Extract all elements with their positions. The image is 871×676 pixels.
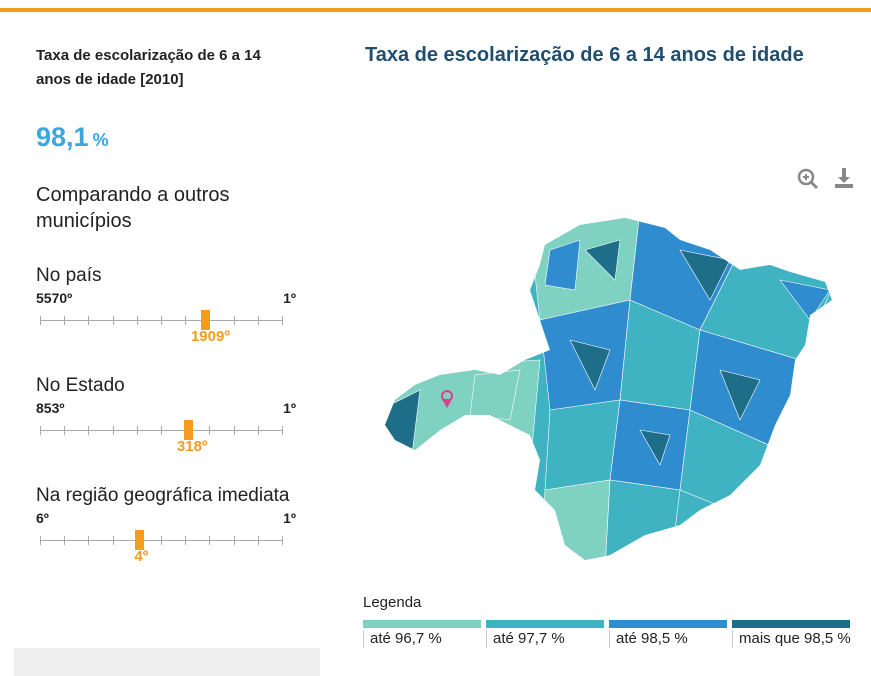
track-tick — [185, 536, 187, 545]
range-min: 6º — [36, 510, 49, 526]
track-tick — [209, 316, 211, 325]
track-tick — [209, 426, 211, 435]
state-map — [385, 218, 832, 560]
ranking-range: 5570º 1º — [36, 290, 296, 306]
indicator-title: Taxa de escolarização de 6 a 14 anos de … — [36, 47, 261, 88]
map-tools — [797, 168, 853, 190]
track-tick — [40, 536, 41, 545]
ranking-position: 1909º — [190, 328, 230, 345]
ranking: No país 5570º 1º 1909º — [36, 264, 296, 346]
ranking-track: 1909º — [36, 306, 296, 346]
legend-label: até 96,7 % — [363, 630, 488, 648]
legend-item: até 97,7 % — [486, 620, 604, 648]
track-tick — [112, 536, 114, 545]
map-title: Taxa de escolarização de 6 a 14 anos de … — [365, 44, 804, 66]
track-tick — [233, 536, 235, 545]
legend-item: até 96,7 % — [363, 620, 481, 648]
ranking: Na região geográfica imediata 6º 1º 4º — [36, 484, 296, 566]
legend-label: até 97,7 % — [486, 630, 611, 648]
ranking-range: 6º 1º — [36, 510, 296, 526]
track-tick — [257, 536, 259, 545]
track-tick — [185, 316, 187, 325]
legend-swatch — [363, 620, 481, 628]
ranking: No Estado 853º 1º 318º — [36, 374, 296, 456]
location-pin — [441, 390, 453, 408]
track-tick — [112, 426, 114, 435]
ranking-position: 318º — [176, 438, 208, 455]
track-tick — [233, 426, 235, 435]
legend-swatch — [732, 620, 850, 628]
track-tick — [88, 316, 90, 325]
range-min: 5570º — [36, 290, 73, 306]
legend-swatch — [609, 620, 727, 628]
track-tick — [257, 426, 259, 435]
track-tick — [88, 536, 90, 545]
range-max: 1º — [283, 510, 296, 526]
comparison-heading: Comparando a outros municípios — [36, 184, 230, 232]
download-button[interactable] — [835, 168, 853, 188]
value: 98,1 — [36, 122, 89, 152]
ranking-track: 4º — [36, 526, 296, 566]
track-tick — [282, 536, 283, 545]
track-tick — [64, 536, 66, 545]
track-tick — [282, 426, 283, 435]
legend-label: até 98,5 % — [609, 630, 734, 648]
footer-bar — [14, 648, 320, 676]
track-tick — [40, 316, 41, 325]
legend-swatch — [486, 620, 604, 628]
track-tick — [233, 316, 235, 325]
track-tick — [257, 316, 259, 325]
ranking-label: No Estado — [36, 375, 125, 396]
track-tick — [161, 316, 162, 325]
indicator-value: 98,1% — [36, 122, 109, 153]
ranking-label: No país — [36, 265, 102, 286]
track-tick — [64, 426, 66, 435]
track-tick — [209, 536, 211, 545]
ranking-position: 4º — [134, 548, 149, 565]
legend-item: mais que 98,5 % — [732, 620, 851, 648]
range-max: 1º — [283, 290, 296, 306]
track-tick — [282, 316, 283, 325]
legend: até 96,7 % até 97,7 % até 98,5 % mais que 9… — [363, 620, 851, 648]
legend-label: mais que 98,5 % — [732, 630, 857, 648]
legend-item: até 98,5 % — [609, 620, 727, 648]
range-min: 853º — [36, 400, 65, 416]
range-max: 1º — [283, 400, 296, 416]
ranking-marker — [183, 420, 193, 440]
ranking-track: 318º — [36, 416, 296, 456]
ranking-label: Na região geográfica imediata — [36, 485, 290, 506]
track-tick — [112, 316, 114, 325]
track-tick — [161, 536, 162, 545]
track-tick — [88, 426, 90, 435]
track-tick — [40, 426, 41, 435]
track-tick — [136, 316, 138, 325]
track-tick — [161, 426, 162, 435]
unit: % — [92, 130, 109, 150]
ranking-marker — [200, 310, 210, 330]
track-tick — [136, 426, 138, 435]
zoom-button[interactable] — [797, 168, 819, 190]
ranking-marker — [135, 530, 145, 550]
top-bar — [0, 8, 871, 12]
legend-title: Legenda — [363, 594, 422, 611]
track-tick — [64, 316, 66, 325]
ranking-range: 853º 1º — [36, 400, 296, 416]
